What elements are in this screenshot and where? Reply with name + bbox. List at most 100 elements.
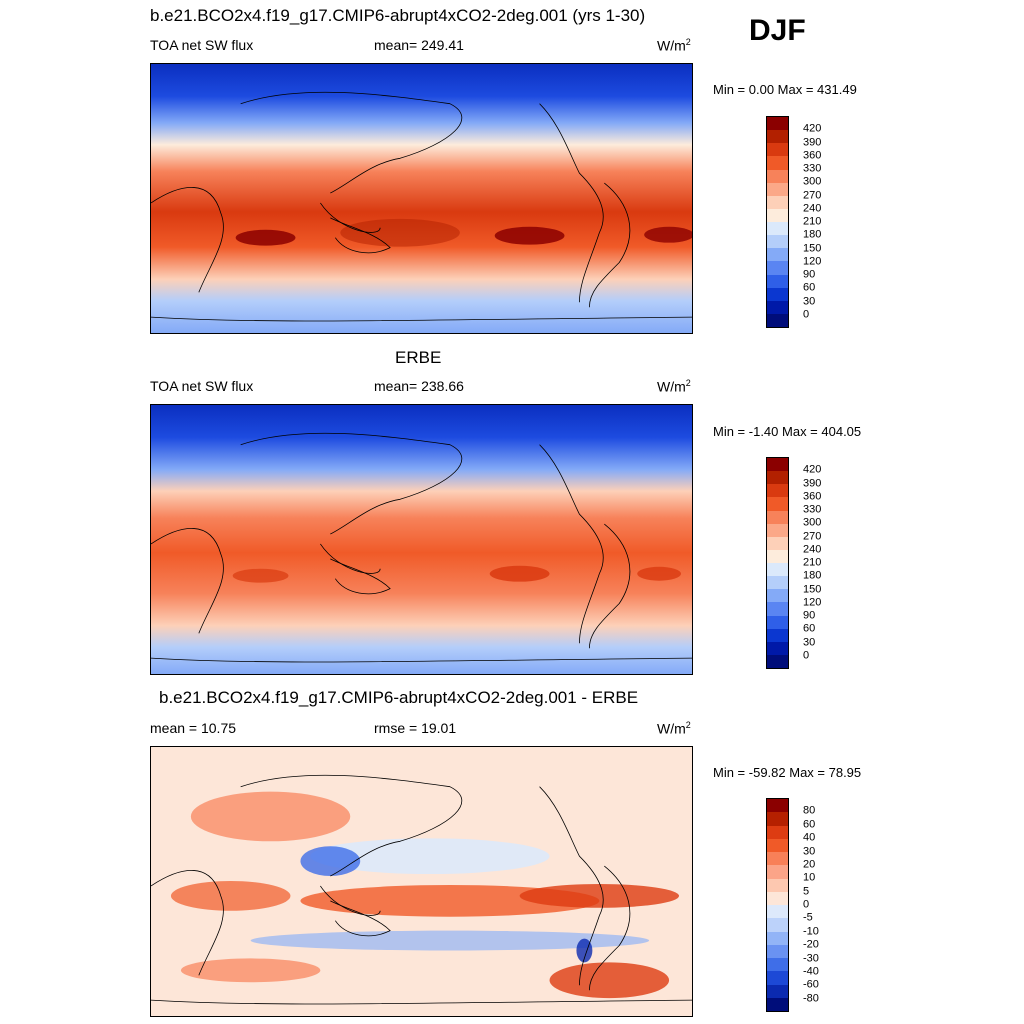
colorbar-segment — [767, 563, 788, 577]
panel3-rmse-label: rmse = 19.01 — [374, 720, 457, 736]
colorbar-tick-label: 60 — [803, 622, 816, 635]
colorbar-tick-label: 90 — [803, 268, 816, 281]
colorbar-tick-label: 210 — [803, 556, 822, 569]
colorbar-tick-label: 60 — [803, 281, 816, 294]
panel2-units: W/m2 — [657, 378, 691, 395]
colorbar-tick-label: 80 — [803, 804, 816, 817]
colorbar-segment — [767, 602, 788, 616]
colorbar-segment — [767, 971, 788, 985]
colorbar-segment — [767, 576, 788, 590]
colorbar-tick-label: 120 — [803, 255, 822, 268]
colorbar-tick-label: 210 — [803, 215, 822, 228]
panel2-colorbar — [766, 457, 789, 669]
colorbar-segment — [767, 825, 788, 839]
colorbar-segment — [767, 589, 788, 603]
colorbar-segment — [767, 156, 788, 170]
colorbar-segment — [767, 195, 788, 209]
colorbar-tick-label: 60 — [803, 818, 816, 831]
colorbar-segment — [767, 654, 788, 668]
colorbar-segment — [767, 484, 788, 498]
panel1-colorbar — [766, 116, 789, 328]
colorbar-tick-label: 300 — [803, 175, 822, 188]
panel1-units: W/m2 — [657, 37, 691, 54]
colorbar-segment — [767, 523, 788, 537]
colorbar-tick-label: -20 — [803, 938, 819, 951]
colorbar-segment — [767, 852, 788, 866]
colorbar-segment — [767, 958, 788, 972]
colorbar-segment — [767, 838, 788, 852]
colorbar-segment — [767, 549, 788, 563]
colorbar-tick-label: -10 — [803, 925, 819, 938]
panel1-variable-label: TOA net SW flux — [150, 37, 254, 53]
colorbar-segment — [767, 812, 788, 826]
colorbar-tick-label: 90 — [803, 609, 816, 622]
panel1-title: b.e21.BCO2x4.f19_g17.CMIP6-abrupt4xCO2-2… — [150, 6, 646, 25]
colorbar-tick-label: 0 — [803, 649, 810, 662]
colorbar-tick-label: 5 — [803, 885, 810, 898]
panel2-title: ERBE — [395, 348, 442, 367]
colorbar-segment — [767, 287, 788, 301]
colorbar-tick-label: 390 — [803, 477, 822, 489]
colorbar-tick-label: 150 — [803, 583, 822, 595]
panel1-mean-label: mean= 249.41 — [374, 37, 464, 53]
colorbar-tick-label: 30 — [803, 845, 816, 857]
colorbar-segment — [767, 300, 788, 314]
colorbar-tick-label: 420 — [803, 122, 822, 135]
panel1-map — [150, 63, 693, 334]
colorbar-tick-label: 240 — [803, 543, 822, 556]
colorbar-segment — [767, 208, 788, 222]
colorbar-segment — [767, 130, 788, 144]
panel3-mean-label: mean = 10.75 — [150, 720, 237, 736]
colorbar-tick-label: -80 — [803, 992, 819, 1005]
colorbar-segment — [767, 641, 788, 655]
colorbar-segment — [767, 261, 788, 275]
colorbar-tick-label: 300 — [803, 516, 822, 529]
colorbar-segment — [767, 536, 788, 550]
colorbar-segment — [767, 169, 788, 183]
colorbar-segment — [767, 799, 788, 813]
panel1-minmax: Min = 0.00 Max = 431.49 — [713, 82, 857, 97]
colorbar-tick-label: 420 — [803, 463, 822, 476]
colorbar-segment — [767, 235, 788, 249]
colorbar-segment — [767, 615, 788, 629]
colorbar-tick-label: 330 — [803, 503, 822, 516]
colorbar-tick-label: 360 — [803, 490, 822, 503]
colorbar-tick-label: 20 — [803, 858, 816, 871]
colorbar-segment — [767, 997, 788, 1011]
colorbar-segment — [767, 931, 788, 945]
panel2-map — [150, 404, 693, 675]
season-label: DJF — [749, 14, 806, 47]
panel3-colorbar — [766, 798, 789, 1012]
colorbar-tick-label: -30 — [803, 952, 819, 964]
panel2-mean-label: mean= 238.66 — [374, 378, 464, 394]
colorbar-segment — [767, 905, 788, 919]
colorbar-segment — [767, 944, 788, 958]
colorbar-segment — [767, 865, 788, 879]
colorbar-segment — [767, 248, 788, 262]
colorbar-tick-label: 390 — [803, 136, 822, 148]
colorbar-tick-label: 330 — [803, 162, 822, 175]
colorbar-segment — [767, 497, 788, 511]
colorbar-segment — [767, 182, 788, 196]
colorbar-segment — [767, 274, 788, 288]
colorbar-tick-label: 30 — [803, 636, 816, 648]
colorbar-segment — [767, 117, 788, 131]
colorbar-tick-label: 360 — [803, 149, 822, 162]
colorbar-segment — [767, 878, 788, 892]
colorbar-tick-label: 0 — [803, 308, 810, 321]
colorbar-tick-label: 40 — [803, 831, 816, 844]
colorbar-tick-label: 150 — [803, 242, 822, 254]
colorbar-tick-label: 270 — [803, 530, 822, 542]
colorbar-tick-label: -5 — [803, 911, 813, 924]
panel3-title: b.e21.BCO2x4.f19_g17.CMIP6-abrupt4xCO2-2… — [159, 688, 639, 707]
colorbar-segment — [767, 510, 788, 524]
colorbar-segment — [767, 984, 788, 998]
colorbar-tick-label: 270 — [803, 189, 822, 201]
colorbar-tick-label: -60 — [803, 978, 819, 991]
panel3-units: W/m2 — [657, 720, 691, 737]
colorbar-tick-label: 10 — [803, 871, 816, 884]
colorbar-segment — [767, 628, 788, 642]
panel3-map — [150, 746, 693, 1017]
colorbar-segment — [767, 471, 788, 485]
panel3-minmax: Min = -59.82 Max = 78.95 — [713, 765, 862, 780]
